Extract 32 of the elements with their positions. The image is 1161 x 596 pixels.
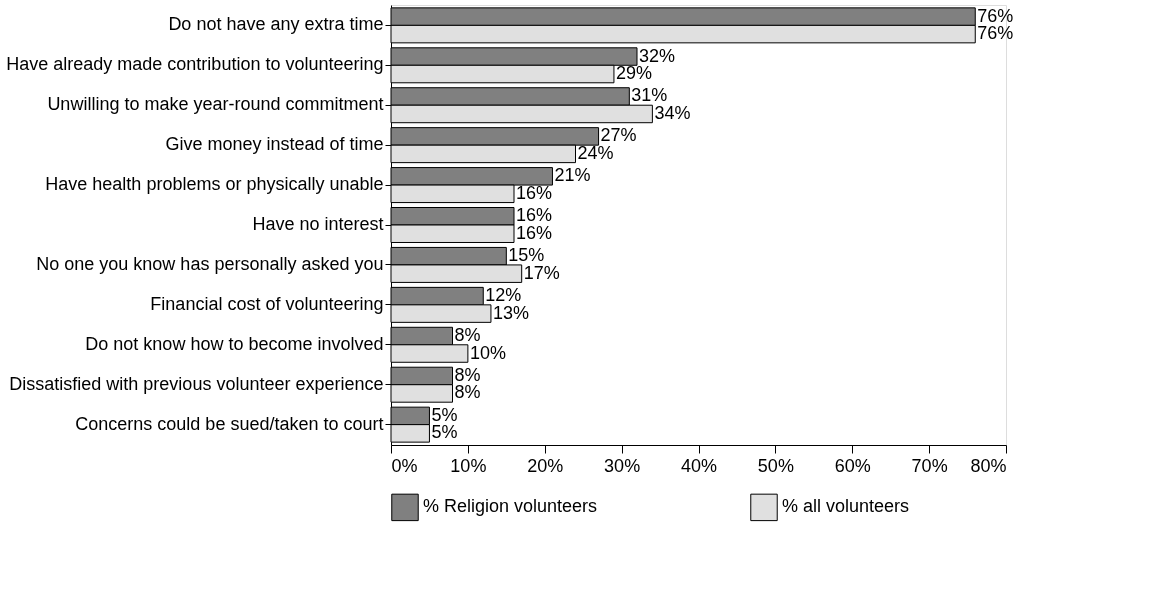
x-tick-label: 70% xyxy=(911,455,948,476)
x-tick-label: 0% xyxy=(391,455,418,476)
data-label: 76% xyxy=(977,5,1014,26)
y-tick-label: Concerns could be sued/taken to court xyxy=(75,413,384,434)
x-tick-label: 60% xyxy=(834,455,871,476)
y-tick-label: Unwilling to make year-round commitment xyxy=(47,94,384,115)
data-label: 8% xyxy=(454,382,481,403)
y-tick-label: No one you know has personally asked you xyxy=(36,253,384,274)
data-label: 5% xyxy=(431,422,458,443)
y-tick-label: Have already made contribution to volunteering xyxy=(6,54,384,75)
x-tick-label: 10% xyxy=(450,455,487,476)
data-label: 32% xyxy=(639,45,676,66)
x-tick-label: 40% xyxy=(680,455,718,476)
data-label: 5% xyxy=(431,404,458,425)
y-tick-label: Financial cost of volunteering xyxy=(150,293,384,314)
legend-label: % all volunteers xyxy=(782,496,910,517)
x-tick-label: 30% xyxy=(604,455,641,476)
x-tick-label: 80% xyxy=(970,455,1007,476)
y-tick-label: Have health problems or physically unable xyxy=(45,174,384,195)
y-tick-label: Have no interest xyxy=(252,214,384,234)
y-tick-label: Give money instead of time xyxy=(165,134,384,155)
y-tick-label: Do not have any extra time xyxy=(168,14,384,35)
legend-label: % Religion volunteers xyxy=(423,496,598,517)
data-label: 8% xyxy=(454,364,481,385)
x-tick-label: 20% xyxy=(527,455,564,476)
data-label: 76% xyxy=(977,23,1014,44)
data-label: 21% xyxy=(554,165,591,186)
data-label: 16% xyxy=(516,182,553,203)
y-tick-label: Do not know how to become involved xyxy=(85,333,384,354)
y-tick-label: Dissatisfied with previous volunteer experience xyxy=(9,373,384,394)
x-tick-label: 50% xyxy=(757,455,794,476)
data-label: 29% xyxy=(615,63,652,84)
